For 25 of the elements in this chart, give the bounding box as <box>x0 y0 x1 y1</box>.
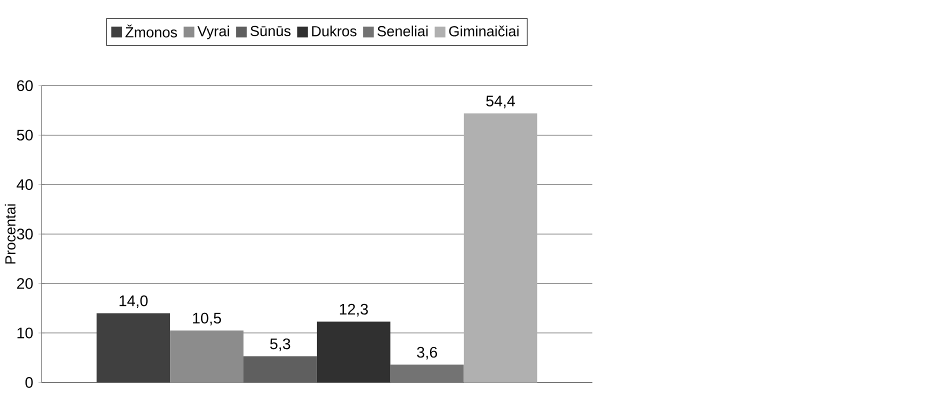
y-tick-label: 40 <box>16 179 33 190</box>
y-axis-title: Procentai <box>4 204 16 264</box>
legend-label: Sūnūs <box>250 26 291 36</box>
data-label: 10,5 <box>193 312 222 326</box>
bar <box>316 322 390 382</box>
data-label: 12,3 <box>340 304 368 316</box>
legend-label: Žmonos <box>125 24 177 38</box>
data-label: 54,4 <box>486 96 515 108</box>
legend-label: Seneliai <box>378 26 428 36</box>
y-tick-label: 10 <box>18 328 33 338</box>
y-tick-label: 30 <box>16 228 33 240</box>
y-tick-label: 50 <box>16 130 33 141</box>
legend-label: Vyrai <box>197 26 229 40</box>
bar <box>390 364 464 382</box>
y-tick-label: 60 <box>17 80 33 92</box>
legend-label: Dukros <box>312 26 356 36</box>
data-label: 5,3 <box>270 338 290 352</box>
data-label: 14,0 <box>120 295 148 308</box>
data-label: 3,6 <box>417 346 438 360</box>
bar <box>464 113 538 382</box>
legend-label: Giminaičiai <box>449 26 519 36</box>
bar <box>96 313 170 382</box>
y-tick-label: 20 <box>17 278 33 289</box>
y-tick-label: 0 <box>25 377 33 388</box>
bar <box>170 330 244 382</box>
